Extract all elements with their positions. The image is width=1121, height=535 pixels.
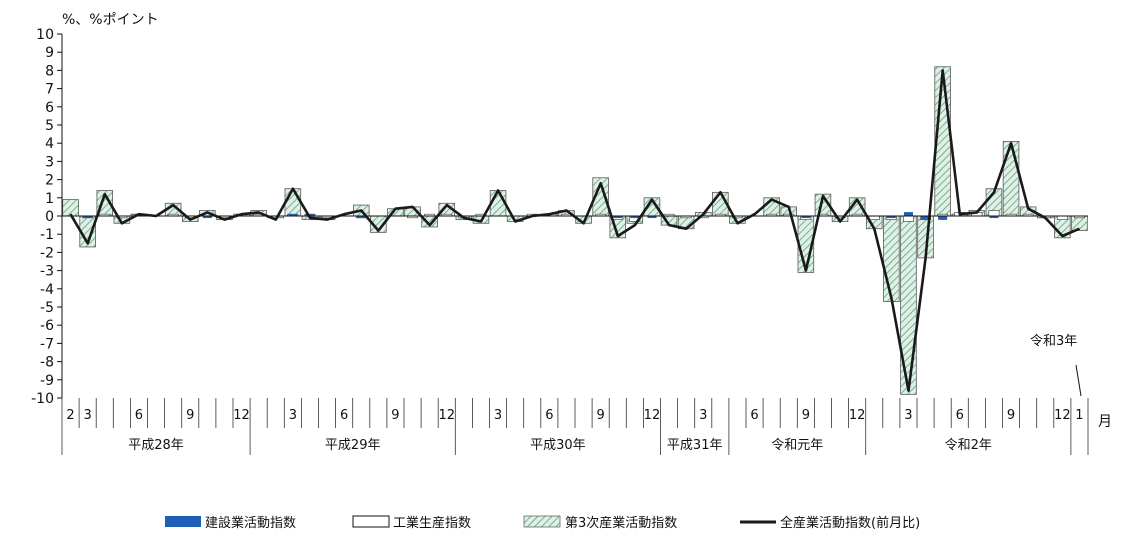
y-tick-label: 2 xyxy=(45,173,54,189)
y-tick-label: -4 xyxy=(40,282,54,298)
legend-item-industrial: 工業生産指数 xyxy=(352,515,471,531)
x-year-label: 令和元年 xyxy=(771,438,823,453)
x-month-label: 12 xyxy=(1054,408,1071,423)
y-tick-label: 0 xyxy=(45,209,54,225)
x-month-label: 12 xyxy=(438,408,455,423)
x-month-label: 9 xyxy=(391,408,399,423)
x-month-label: 12 xyxy=(849,408,866,423)
y-tick-label: 5 xyxy=(45,118,54,134)
all-industry-line xyxy=(69,69,1081,393)
x-axis-unit-label: 月 xyxy=(1098,414,1112,430)
legend-label-all-industry: 全産業活動指数(前月比) xyxy=(780,515,920,531)
x-month-label: 3 xyxy=(84,408,92,423)
legend-swatch-tertiary xyxy=(523,515,561,528)
y-tick-label: 10 xyxy=(36,27,54,43)
x-year-label: 平成31年 xyxy=(667,438,723,453)
x-year-label: 平成30年 xyxy=(530,438,586,453)
y-tick-label: -5 xyxy=(40,300,54,316)
x-month-label: 1 xyxy=(1075,408,1083,423)
y-tick-label: -9 xyxy=(40,373,54,389)
x-month-label: 6 xyxy=(340,408,348,423)
legend-swatch-construction xyxy=(165,516,201,527)
x-year-label: 平成29年 xyxy=(325,438,381,453)
legend-label-industrial: 工業生産指数 xyxy=(393,515,471,531)
y-tick-label: -3 xyxy=(40,264,54,280)
legend-swatch-industrial xyxy=(352,515,390,528)
x-month-label: 6 xyxy=(956,408,964,423)
y-tick-label: -7 xyxy=(40,336,54,352)
all-industry-line-group xyxy=(69,69,1081,393)
tertiary-bar xyxy=(1071,215,1088,231)
legend-item-construction: 建設業活動指数 xyxy=(165,515,296,531)
y-tick-label: 8 xyxy=(45,63,54,79)
y-tick-label: -10 xyxy=(31,391,54,407)
legend-label-tertiary: 第3次産業活動指数 xyxy=(565,515,677,531)
y-tick-label: 1 xyxy=(45,191,54,207)
x-month-label: 3 xyxy=(289,408,297,423)
industrial-bar xyxy=(903,215,914,222)
annotation-reiwa3: 令和3年 xyxy=(1030,334,1082,397)
construction-bar xyxy=(938,215,948,220)
tertiary-bar xyxy=(284,188,302,217)
annotation-leader-line xyxy=(1075,364,1082,397)
x-month-label: 9 xyxy=(1007,408,1015,423)
tertiary-bar xyxy=(1002,140,1020,217)
x-month-label: 6 xyxy=(135,408,143,423)
x-month-label: 9 xyxy=(597,408,605,423)
x-month-label: 12 xyxy=(233,408,250,423)
x-month-label: 6 xyxy=(750,408,758,423)
annotation-label: 令和3年 xyxy=(1030,334,1077,349)
y-axis-unit-label: %、%ポイント xyxy=(62,12,159,28)
tertiary-bars xyxy=(62,66,1088,395)
x-month-label: 12 xyxy=(644,408,661,423)
y-tick-label: 4 xyxy=(45,136,54,152)
y-tick-label: -8 xyxy=(40,355,54,371)
tertiary-bar xyxy=(883,215,900,302)
x-month-label: 6 xyxy=(545,408,553,423)
x-month-label: 3 xyxy=(699,408,707,423)
construction-bar xyxy=(903,212,913,217)
x-month-label: 2 xyxy=(66,408,74,423)
tertiary-bar xyxy=(62,199,79,217)
x-month-label: 3 xyxy=(494,408,502,423)
legend-item-all-industry: 全産業活動指数(前月比) xyxy=(740,515,920,531)
legend: 建設業活動指数 工業生産指数 第3次産業活動指数 全産業活動指数(前月比) xyxy=(165,515,920,531)
legend-label-construction: 建設業活動指数 xyxy=(205,515,296,531)
legend-item-tertiary: 第3次産業活動指数 xyxy=(523,515,677,531)
y-tick-label: 6 xyxy=(45,100,54,116)
x-year-label: 平成28年 xyxy=(128,438,184,453)
x-month-label: 3 xyxy=(904,408,912,423)
y-tick-label: -6 xyxy=(40,318,54,334)
y-tick-label: -2 xyxy=(40,245,54,261)
y-tick-label: 3 xyxy=(45,154,54,170)
x-month-label: 9 xyxy=(186,408,194,423)
y-tick-label: 7 xyxy=(45,82,54,98)
industrial-bar xyxy=(1056,215,1068,220)
x-year-label: 令和2年 xyxy=(945,438,992,453)
y-tick-label: -1 xyxy=(40,227,54,243)
industrial-bar xyxy=(868,215,880,220)
x-month-label: 9 xyxy=(802,408,810,423)
industrial-bar xyxy=(988,210,1000,217)
y-tick-label: 9 xyxy=(45,45,54,61)
